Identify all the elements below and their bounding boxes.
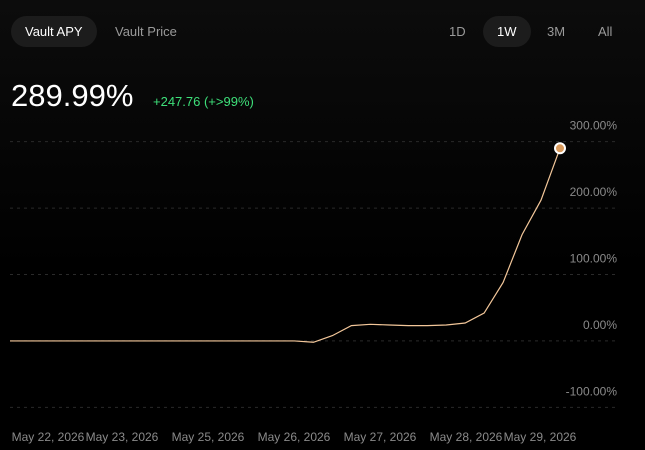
y-tick-label: -100.00% — [566, 384, 618, 398]
y-tick-label: 300.00% — [570, 119, 618, 133]
current-value: 289.99% — [11, 78, 134, 113]
x-tick-label: May 26, 2026 — [258, 430, 331, 444]
tab[interactable]: Vault APY — [11, 16, 97, 47]
x-tick-label: May 27, 2026 — [344, 430, 417, 444]
range-button[interactable]: All — [598, 24, 613, 39]
tab[interactable]: Vault Price — [115, 24, 177, 39]
range-button[interactable]: 1W — [483, 16, 531, 47]
line — [10, 148, 561, 343]
x-tick-label: May 28, 2026 — [430, 430, 503, 444]
x-tick-label: May 22, 2026 — [12, 430, 85, 444]
x-tick-label: May 23, 2026 — [86, 430, 159, 444]
range-button[interactable]: 1D — [449, 24, 466, 39]
last-point — [554, 142, 566, 155]
range-button[interactable]: 3M — [547, 24, 566, 39]
y-tick-label: 100.00% — [570, 252, 618, 266]
x-tick-label: May 29, 2026 — [504, 430, 577, 444]
y-tick-label: 200.00% — [570, 185, 618, 199]
y-tick-label: 0.00% — [583, 318, 617, 332]
x-tick-label: May 25, 2026 — [172, 430, 245, 444]
change: +247.76 (+>99%) — [153, 94, 254, 109]
